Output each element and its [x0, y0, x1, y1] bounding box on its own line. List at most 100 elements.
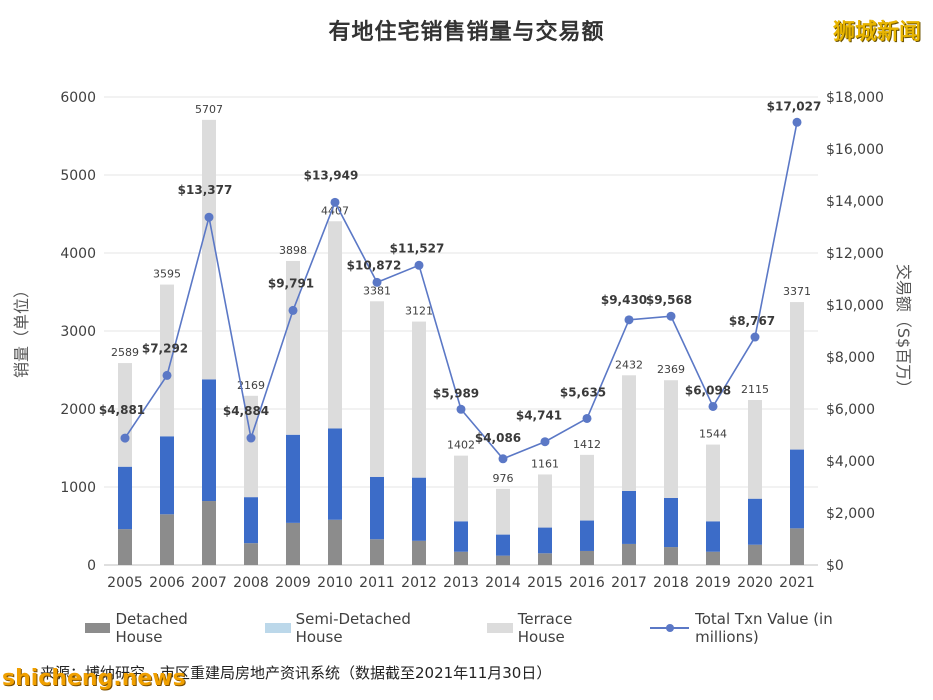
bar-semi-detached	[202, 379, 216, 502]
legend: Detached House Semi-Detached House Terra…	[85, 610, 925, 646]
y-tick-left: 5000	[60, 168, 96, 184]
line-point	[624, 315, 634, 325]
x-tick-label: 2016	[569, 575, 605, 591]
y-tick-left: 6000	[60, 90, 96, 106]
bar-detached	[706, 551, 720, 565]
bar-detached	[328, 519, 342, 565]
bar-semi-detached	[286, 434, 300, 523]
y-tick-right: $18,000	[826, 90, 884, 106]
y-tick-right: $14,000	[826, 194, 884, 210]
bar-semi-detached	[748, 498, 762, 545]
line-point	[708, 401, 718, 411]
x-tick-label: 2005	[107, 575, 143, 591]
x-tick-label: 2011	[359, 575, 395, 591]
line-point	[498, 454, 508, 464]
y-tick-right: $4,000	[826, 454, 875, 470]
bar-semi-detached	[706, 521, 720, 552]
bar-terrace	[790, 302, 804, 450]
bar-terrace	[538, 474, 552, 528]
bar-total-label: 2369	[657, 363, 685, 376]
y-tick-left: 3000	[60, 324, 96, 340]
bar-semi-detached	[118, 466, 132, 530]
line-value-label: $4,741	[516, 409, 562, 423]
line-value-label: $17,027	[767, 99, 822, 113]
bar-terrace	[412, 321, 426, 478]
line-value-label: $13,377	[178, 183, 233, 197]
bar-terrace	[286, 260, 300, 435]
bar-detached	[244, 543, 258, 565]
bar-detached	[412, 540, 426, 565]
x-tick-label: 2015	[527, 575, 563, 591]
line-point	[288, 305, 298, 315]
bar-total-label: 1412	[573, 438, 601, 451]
bar-terrace	[748, 400, 762, 499]
bar-semi-detached	[370, 476, 384, 540]
bar-detached	[748, 544, 762, 565]
line-value-label: $4,884	[223, 404, 269, 418]
bar-total-label: 3595	[153, 268, 181, 281]
bar-detached	[160, 514, 174, 565]
bar-semi-detached	[412, 477, 426, 541]
line-value-label: $8,767	[729, 314, 775, 328]
y-tick-right: $10,000	[826, 298, 884, 314]
line-value-label: $4,086	[475, 431, 521, 445]
y-tick-left: 1000	[60, 480, 96, 496]
legend-swatch-terrace	[487, 623, 513, 633]
y-tick-right: $6,000	[826, 402, 875, 418]
legend-item-terrace: Terrace House	[487, 610, 622, 646]
line-value-label: $9,430	[601, 293, 647, 307]
line-point	[414, 260, 424, 270]
bar-total-label: 2432	[615, 358, 643, 371]
bar-total-label: 3898	[279, 244, 307, 257]
bar-total-label: 1544	[699, 428, 727, 441]
x-tick-label: 2021	[779, 575, 815, 591]
y-tick-right: $2,000	[826, 506, 875, 522]
watermark: shicheng.news	[2, 666, 186, 691]
bar-terrace	[454, 455, 468, 522]
source-note: 来源：博纳研究，市区重建局房地产资讯系统（数据截至2021年11月30日）	[40, 664, 552, 682]
line-value-label: $13,949	[304, 168, 359, 182]
bar-terrace	[202, 119, 216, 380]
line-point	[330, 197, 340, 207]
bar-total-label: 976	[493, 472, 514, 485]
legend-label-total-value: Total Txn Value (in millions)	[695, 610, 833, 646]
bar-detached	[790, 528, 804, 565]
legend-label-semi-detached: Semi-Detached House	[295, 610, 411, 646]
bar-semi-detached	[160, 436, 174, 515]
y-tick-right: $0	[826, 558, 844, 574]
x-tick-label: 2007	[191, 575, 227, 591]
line-point	[456, 404, 466, 414]
bar-detached	[454, 551, 468, 565]
bar-terrace	[664, 380, 678, 498]
bar-semi-detached	[496, 534, 510, 556]
x-tick-label: 2019	[695, 575, 731, 591]
line-point	[582, 413, 592, 423]
line-point	[204, 212, 214, 222]
legend-swatch-semi-detached	[265, 623, 291, 633]
x-tick-label: 2013	[443, 575, 479, 591]
bar-detached	[202, 501, 216, 565]
line-value-label: $9,568	[646, 293, 692, 307]
line-point	[162, 370, 172, 380]
bar-semi-detached	[790, 449, 804, 529]
x-tick-label: 2008	[233, 575, 269, 591]
bar-semi-detached	[622, 490, 636, 544]
chart-title: 有地住宅销售销量与交易额	[328, 20, 605, 45]
line-value-label: $6,098	[685, 383, 731, 397]
bar-total-label: 2589	[111, 346, 139, 359]
bar-detached	[664, 547, 678, 565]
line-point	[750, 332, 760, 342]
line-point	[246, 433, 256, 443]
bar-total-label: 1161	[531, 457, 559, 470]
y-tick-right: $16,000	[826, 142, 884, 158]
legend-item-total-value: Total Txn Value (in millions)	[649, 610, 897, 646]
bar-terrace	[160, 284, 174, 437]
line-value-label: $11,527	[390, 241, 445, 255]
line-value-label: $10,872	[347, 258, 402, 272]
bar-semi-detached	[664, 497, 678, 548]
brand-logo: 狮城新闻	[832, 20, 921, 45]
bar-total-label: 1402	[447, 439, 475, 452]
y-tick-right: $8,000	[826, 350, 875, 366]
bar-semi-detached	[538, 527, 552, 554]
bar-detached	[580, 550, 594, 565]
